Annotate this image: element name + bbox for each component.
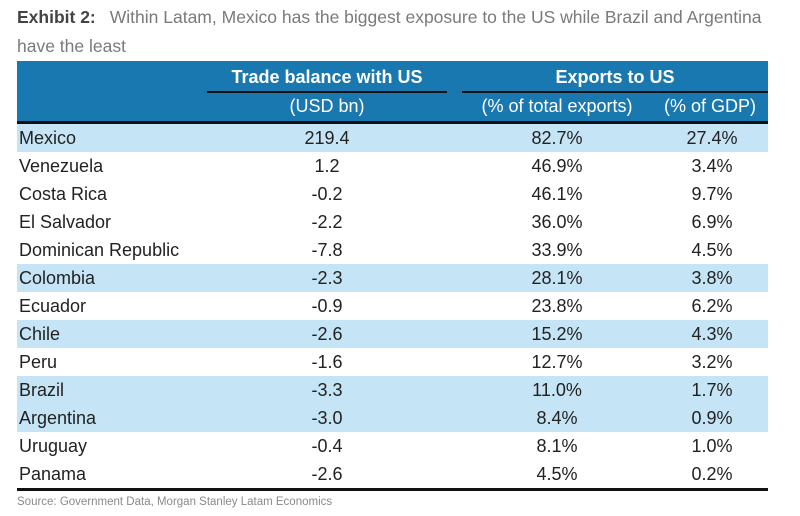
table-row: Panama -2.6 4.5% 0.2% — [17, 460, 768, 488]
exports-pct-total-cell: 8.4% — [536, 408, 578, 428]
exports-pct-total-cell: 8.1% — [536, 436, 578, 456]
trade-balance-cell: -7.8 — [311, 240, 343, 260]
exports-pct-gdp-cell: 3.4% — [691, 156, 733, 176]
exports-pct-gdp-cell: 27.4% — [686, 128, 738, 148]
exports-pct-gdp-cell: 9.7% — [691, 184, 733, 204]
exports-pct-total-cell: 12.7% — [531, 352, 583, 372]
trade-exposure-table: Trade balance with US (USD bn) Exports t… — [17, 61, 768, 491]
exports-pct-total-cell: 4.5% — [536, 464, 578, 484]
exports-pct-total-cell: 11.0% — [532, 380, 582, 400]
trade-balance-cell: 1.2 — [314, 156, 340, 176]
exports-pct-total-cell: 46.9% — [531, 156, 583, 176]
table-row: Colombia -2.3 28.1% 3.8% — [17, 264, 768, 292]
country-cell: Ecuador — [19, 296, 87, 316]
exports-pct-total-cell: 28.1% — [531, 268, 583, 288]
exports-pct-gdp-cell: 4.3% — [691, 324, 733, 344]
header-exports-to-us: Exports to US — [555, 67, 675, 87]
table-row: Argentina -3.0 8.4% 0.9% — [17, 404, 768, 432]
trade-balance-cell: -2.3 — [311, 268, 343, 288]
trade-balance-cell: -3.3 — [311, 380, 343, 400]
country-cell: Dominican Republic — [19, 240, 180, 260]
trade-balance-cell: -2.2 — [311, 212, 343, 232]
header-pct-total-exports: (% of total exports) — [481, 96, 633, 116]
country-cell: Costa Rica — [19, 184, 108, 204]
trade-balance-cell: -0.4 — [311, 436, 343, 456]
country-cell: El Salvador — [19, 212, 112, 232]
header-pct-gdp: (% of GDP) — [663, 96, 756, 116]
exports-pct-total-cell: 33.9% — [531, 240, 583, 260]
country-cell: Brazil — [19, 380, 65, 400]
trade-balance-cell: -0.2 — [311, 184, 343, 204]
exhibit-title: Exhibit 2: Within Latam, Mexico has the b… — [17, 3, 787, 61]
header-rule-exports — [462, 91, 768, 93]
exports-pct-gdp-cell: 1.7% — [691, 380, 733, 400]
table-row: Mexico 219.4 82.7% 27.4% — [17, 124, 768, 152]
country-cell: Uruguay — [19, 436, 88, 456]
exhibit-label: Exhibit 2: — [17, 7, 96, 27]
exports-pct-total-cell: 82.7% — [531, 128, 583, 148]
exports-pct-gdp-cell: 3.2% — [691, 352, 733, 372]
exports-pct-gdp-cell: 4.5% — [691, 240, 733, 260]
table-header: Trade balance with US (USD bn) Exports t… — [17, 61, 768, 124]
country-cell: Peru — [19, 352, 58, 372]
source-note: Source: Government Data, Morgan Stanley … — [17, 496, 333, 508]
exports-pct-total-cell: 23.8% — [531, 296, 583, 316]
table-row: Brazil -3.3 11.0% 1.7% — [17, 376, 768, 404]
country-cell: Argentina — [19, 408, 97, 428]
exhibit-title-text: Within Latam, Mexico has the biggest exp… — [17, 7, 762, 56]
exports-pct-total-cell: 36.0% — [531, 212, 583, 232]
country-cell: Chile — [19, 324, 61, 344]
country-cell: Panama — [19, 464, 87, 484]
exports-pct-gdp-cell: 3.8% — [691, 268, 733, 288]
table-body: Mexico 219.4 82.7% 27.4% Venezuela 1.2 46.9% 3.… — [17, 124, 768, 488]
trade-balance-cell: -2.6 — [311, 464, 343, 484]
trade-balance-cell: 219.4 — [304, 128, 350, 148]
trade-balance-cell: -2.6 — [311, 324, 343, 344]
table-row: Peru -1.6 12.7% 3.2% — [17, 348, 768, 376]
header-rule-trade-balance — [207, 91, 447, 93]
header-usd-bn: (USD bn) — [289, 96, 365, 116]
exports-pct-gdp-cell: 6.9% — [691, 212, 733, 232]
exports-pct-gdp-cell: 0.9% — [691, 408, 733, 428]
exports-pct-gdp-cell: 0.2% — [691, 464, 733, 484]
table-row: Costa Rica -0.2 46.1% 9.7% — [17, 180, 768, 208]
table-row: Ecuador -0.9 23.8% 6.2% — [17, 292, 768, 320]
table-row: Dominican Republic -7.8 33.9% 4.5% — [17, 236, 768, 264]
country-cell: Mexico — [19, 128, 77, 148]
trade-balance-cell: -3.0 — [311, 408, 343, 428]
table-row: Venezuela 1.2 46.9% 3.4% — [17, 152, 768, 180]
exports-pct-gdp-cell: 1.0% — [691, 436, 733, 456]
trade-balance-cell: -0.9 — [311, 296, 343, 316]
header-trade-balance: Trade balance with US — [231, 67, 423, 87]
exports-pct-gdp-cell: 6.2% — [691, 296, 733, 316]
exports-pct-total-cell: 46.1% — [531, 184, 583, 204]
exports-pct-total-cell: 15.2% — [531, 324, 583, 344]
table-row: El Salvador -2.2 36.0% 6.9% — [17, 208, 768, 236]
country-cell: Colombia — [19, 268, 96, 288]
table-row: Uruguay -0.4 8.1% 1.0% — [17, 432, 768, 460]
table-bottom-rule — [17, 488, 768, 491]
country-cell: Venezuela — [19, 156, 104, 176]
table-row: Chile -2.6 15.2% 4.3% — [17, 320, 768, 348]
trade-balance-cell: -1.6 — [311, 352, 343, 372]
